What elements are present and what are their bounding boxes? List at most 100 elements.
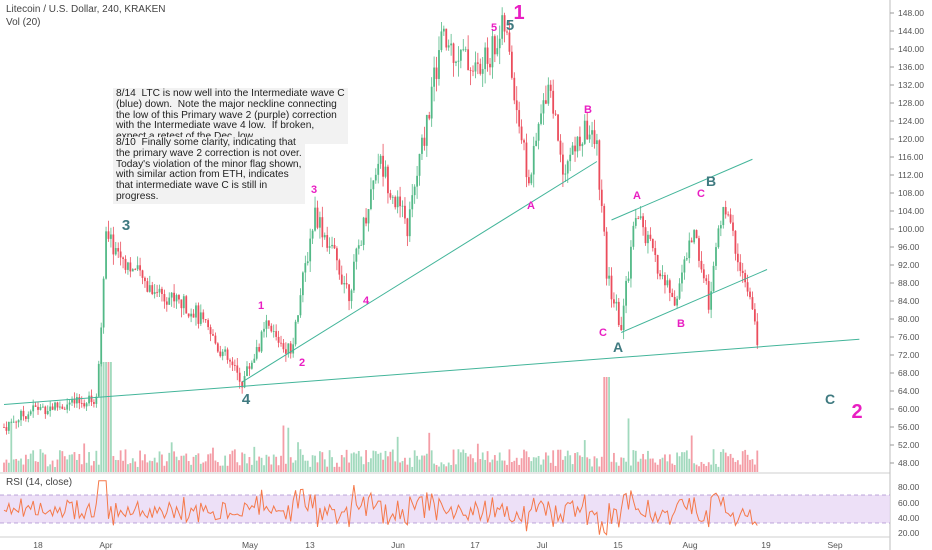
candle-body [32,405,35,412]
candle-body [544,100,547,104]
candle-body [685,258,688,260]
volume-bar [112,456,115,472]
candle-body [248,366,251,369]
candle-body [389,193,392,198]
candle-body [442,28,445,32]
candle-body [131,269,134,272]
volume-bar [178,460,180,472]
candle-body [246,366,248,377]
candle-body [336,248,338,261]
candle-body [51,406,54,410]
candle-body [357,245,360,249]
volume-bar [292,462,295,472]
volume-bar [165,461,168,472]
candle-body [736,253,739,263]
volume-bar [309,466,312,472]
volume-bar [498,452,501,472]
candle-body [236,365,239,373]
candle-body [374,174,377,181]
candle-body [729,214,732,223]
candle-body [659,273,661,277]
volume-bar [27,459,30,472]
candle-body [406,218,409,237]
price-tick-label: 100.00 [898,224,924,234]
candle-body [617,301,620,326]
volume-bar [717,466,720,472]
candle-body [15,421,18,423]
candle-body [297,315,299,322]
rsi-label: RSI (14, close) [6,477,73,488]
volume-bar [562,459,564,472]
volume-bar [554,465,557,472]
volume-bar [214,460,217,472]
volume-bar [248,457,251,472]
candle-body [263,328,265,332]
candle-body [547,84,550,104]
volume-bar [270,464,273,472]
volume-bar [525,451,528,472]
candle-body [593,130,596,145]
volume-bar [702,463,705,472]
candle-body [117,248,120,252]
volume-bar [54,466,56,472]
candle-body [328,246,331,248]
candle-body [724,207,727,215]
volume-bar [345,449,348,472]
volume-bar [224,455,227,472]
candle-body [207,320,210,328]
candle-body [542,100,545,114]
candle-body [384,166,387,177]
volume-bar [496,460,499,472]
candle-body [136,265,139,270]
candle-body [294,321,297,345]
candle-body [258,347,261,352]
rsi-tick-label: 60.00 [898,498,920,508]
candle-body [209,327,212,335]
wave4-trendline [241,161,598,383]
candle-body [639,216,642,219]
volume-bar [90,465,93,472]
volume-bar [17,460,20,472]
candle-body [620,325,623,331]
volume-bar [331,457,333,472]
candle-body [559,140,562,155]
volume-bar [676,452,679,472]
candle-body [530,174,533,184]
candle-body [450,43,453,46]
volume-bar [705,465,708,472]
volume-bar [639,458,642,472]
volume-bar [146,462,149,472]
volume-bar [544,452,547,472]
candle-body [579,136,581,147]
candle-body [190,313,193,317]
candle-body [287,343,290,354]
volume-bar [129,463,132,472]
candle-body [85,403,88,407]
time-tick-label: Jul [537,540,548,550]
price-tick-label: 144.00 [898,26,924,36]
candle-body [690,240,693,243]
candle-body [7,421,10,431]
volume-bar [209,453,212,472]
volume-bar [540,464,542,472]
candle-body [54,402,56,410]
candle-body [129,262,132,272]
volume-bar [707,462,710,472]
candle-body [430,86,433,119]
price-tick-label: 96.00 [898,242,920,252]
volume-bar [413,450,416,472]
candle-body [340,274,343,285]
candle-body [486,47,489,64]
wave-label-intermediate-a: A [613,339,623,355]
volume-bar [236,462,239,472]
volume-bar [39,449,42,472]
candle-body [510,51,513,78]
volume-bar [491,459,494,472]
candle-body [418,153,421,176]
price-tick-label: 116.00 [898,152,924,162]
candle-body [462,49,465,51]
volume-bar [328,450,331,472]
candle-body [700,260,703,270]
candle-body [345,283,348,285]
